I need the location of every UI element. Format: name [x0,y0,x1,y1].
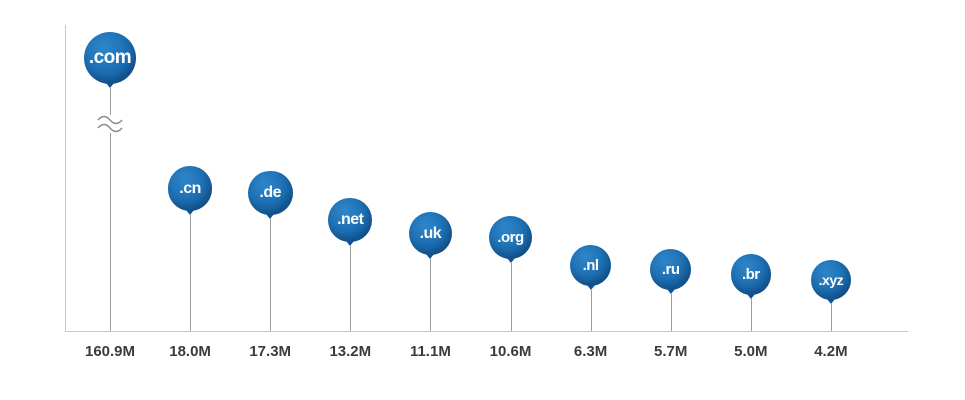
balloon-label: .cn [179,179,201,197]
x-axis-line [65,331,908,332]
value-label-nl: 6.3M [573,343,608,360]
stem-nl [590,290,592,331]
balloon-knot-nl [586,285,595,291]
value-label-uk: 11.1M [409,343,451,360]
balloon-label: .ru [661,261,680,279]
value-label-xyz: 4.2M [814,343,848,360]
balloon-br: .br [730,254,772,295]
balloon-label: .de [259,184,281,202]
y-axis-line [65,25,66,331]
balloon-nl: .nl [569,245,612,287]
balloon-de: .de [247,170,293,216]
stem-cn [190,214,192,331]
balloon-label: .net [337,210,364,228]
balloon-org: .org [488,215,533,259]
value-label-cn: 18.0M [169,343,211,360]
value-label-org: 10.6M [489,343,532,360]
stem-ru [670,294,672,331]
stem-br [750,298,752,331]
balloon-label: .nl [582,257,600,275]
value-label-de: 17.3M [249,343,292,360]
balloon-knot-ru [666,289,675,295]
balloon-net: .net [328,198,373,242]
value-label-com: 160.9M [84,343,136,360]
balloon-knot-br [746,293,755,299]
balloon-label: .com [88,47,132,68]
balloon-cn: .cn [167,166,213,211]
balloon-label: .xyz [818,271,844,288]
value-label-net: 13.2M [329,343,372,360]
balloon-label: .org [497,228,524,246]
balloon-knot-net [346,240,355,246]
balloon-knot-cn [186,209,195,215]
balloon-knot-uk [426,254,435,260]
balloon-label: .br [741,265,760,283]
stem-de [270,219,272,331]
balloon-ru: .ru [650,249,692,291]
stem-xyz [830,303,832,331]
balloon-label: .uk [419,224,442,242]
balloon-xyz: .xyz [810,259,851,300]
balloon-com: .com [84,32,136,84]
balloon-knot-de [266,214,275,220]
value-label-br: 5.0M [734,343,768,360]
balloon-knot-org [506,257,515,263]
stem-org [510,262,512,331]
balloon-knot-xyz [826,298,835,304]
stem-uk [430,259,432,331]
balloon-uk: .uk [408,212,452,256]
axis-break-mark [95,112,125,141]
stem-com [110,88,111,331]
balloon-knot-com [106,83,114,88]
stem-net [350,245,352,331]
value-label-ru: 5.7M [654,343,688,360]
